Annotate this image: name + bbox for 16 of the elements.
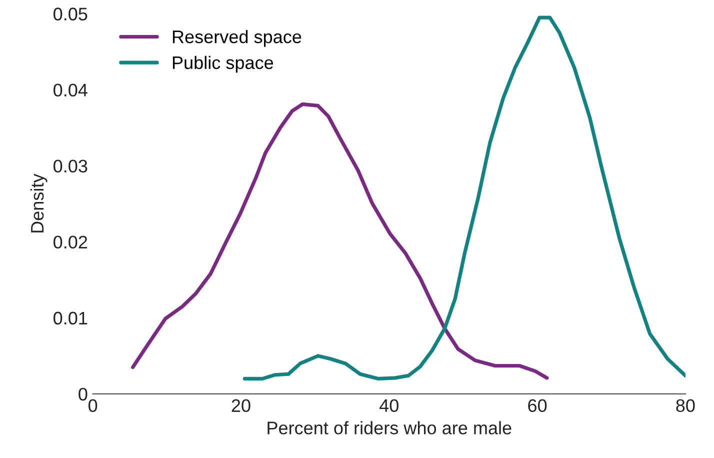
y-tick-label: 0.05 xyxy=(54,8,88,20)
y-tick-label: 0.03 xyxy=(54,160,88,173)
x-tick-label: 0 xyxy=(88,399,98,412)
legend-label: Reserved space xyxy=(172,30,302,47)
x-tick-label: 80 xyxy=(676,399,695,412)
y-tick-label: 0.01 xyxy=(54,312,88,325)
x-axis-title: Percent of riders who are male xyxy=(268,421,512,434)
x-tick-label: 20 xyxy=(232,399,250,412)
y-tick-label: 0 xyxy=(78,388,88,401)
x-tick-label: 60 xyxy=(528,399,547,412)
line-series xyxy=(131,102,549,380)
y-tick-label: 0.02 xyxy=(54,236,88,249)
y-axis-title: Density xyxy=(30,174,48,232)
legend-label: Public space xyxy=(172,56,274,73)
x-tick-label: 40 xyxy=(380,399,398,412)
y-tick-label: 0.04 xyxy=(54,84,88,96)
